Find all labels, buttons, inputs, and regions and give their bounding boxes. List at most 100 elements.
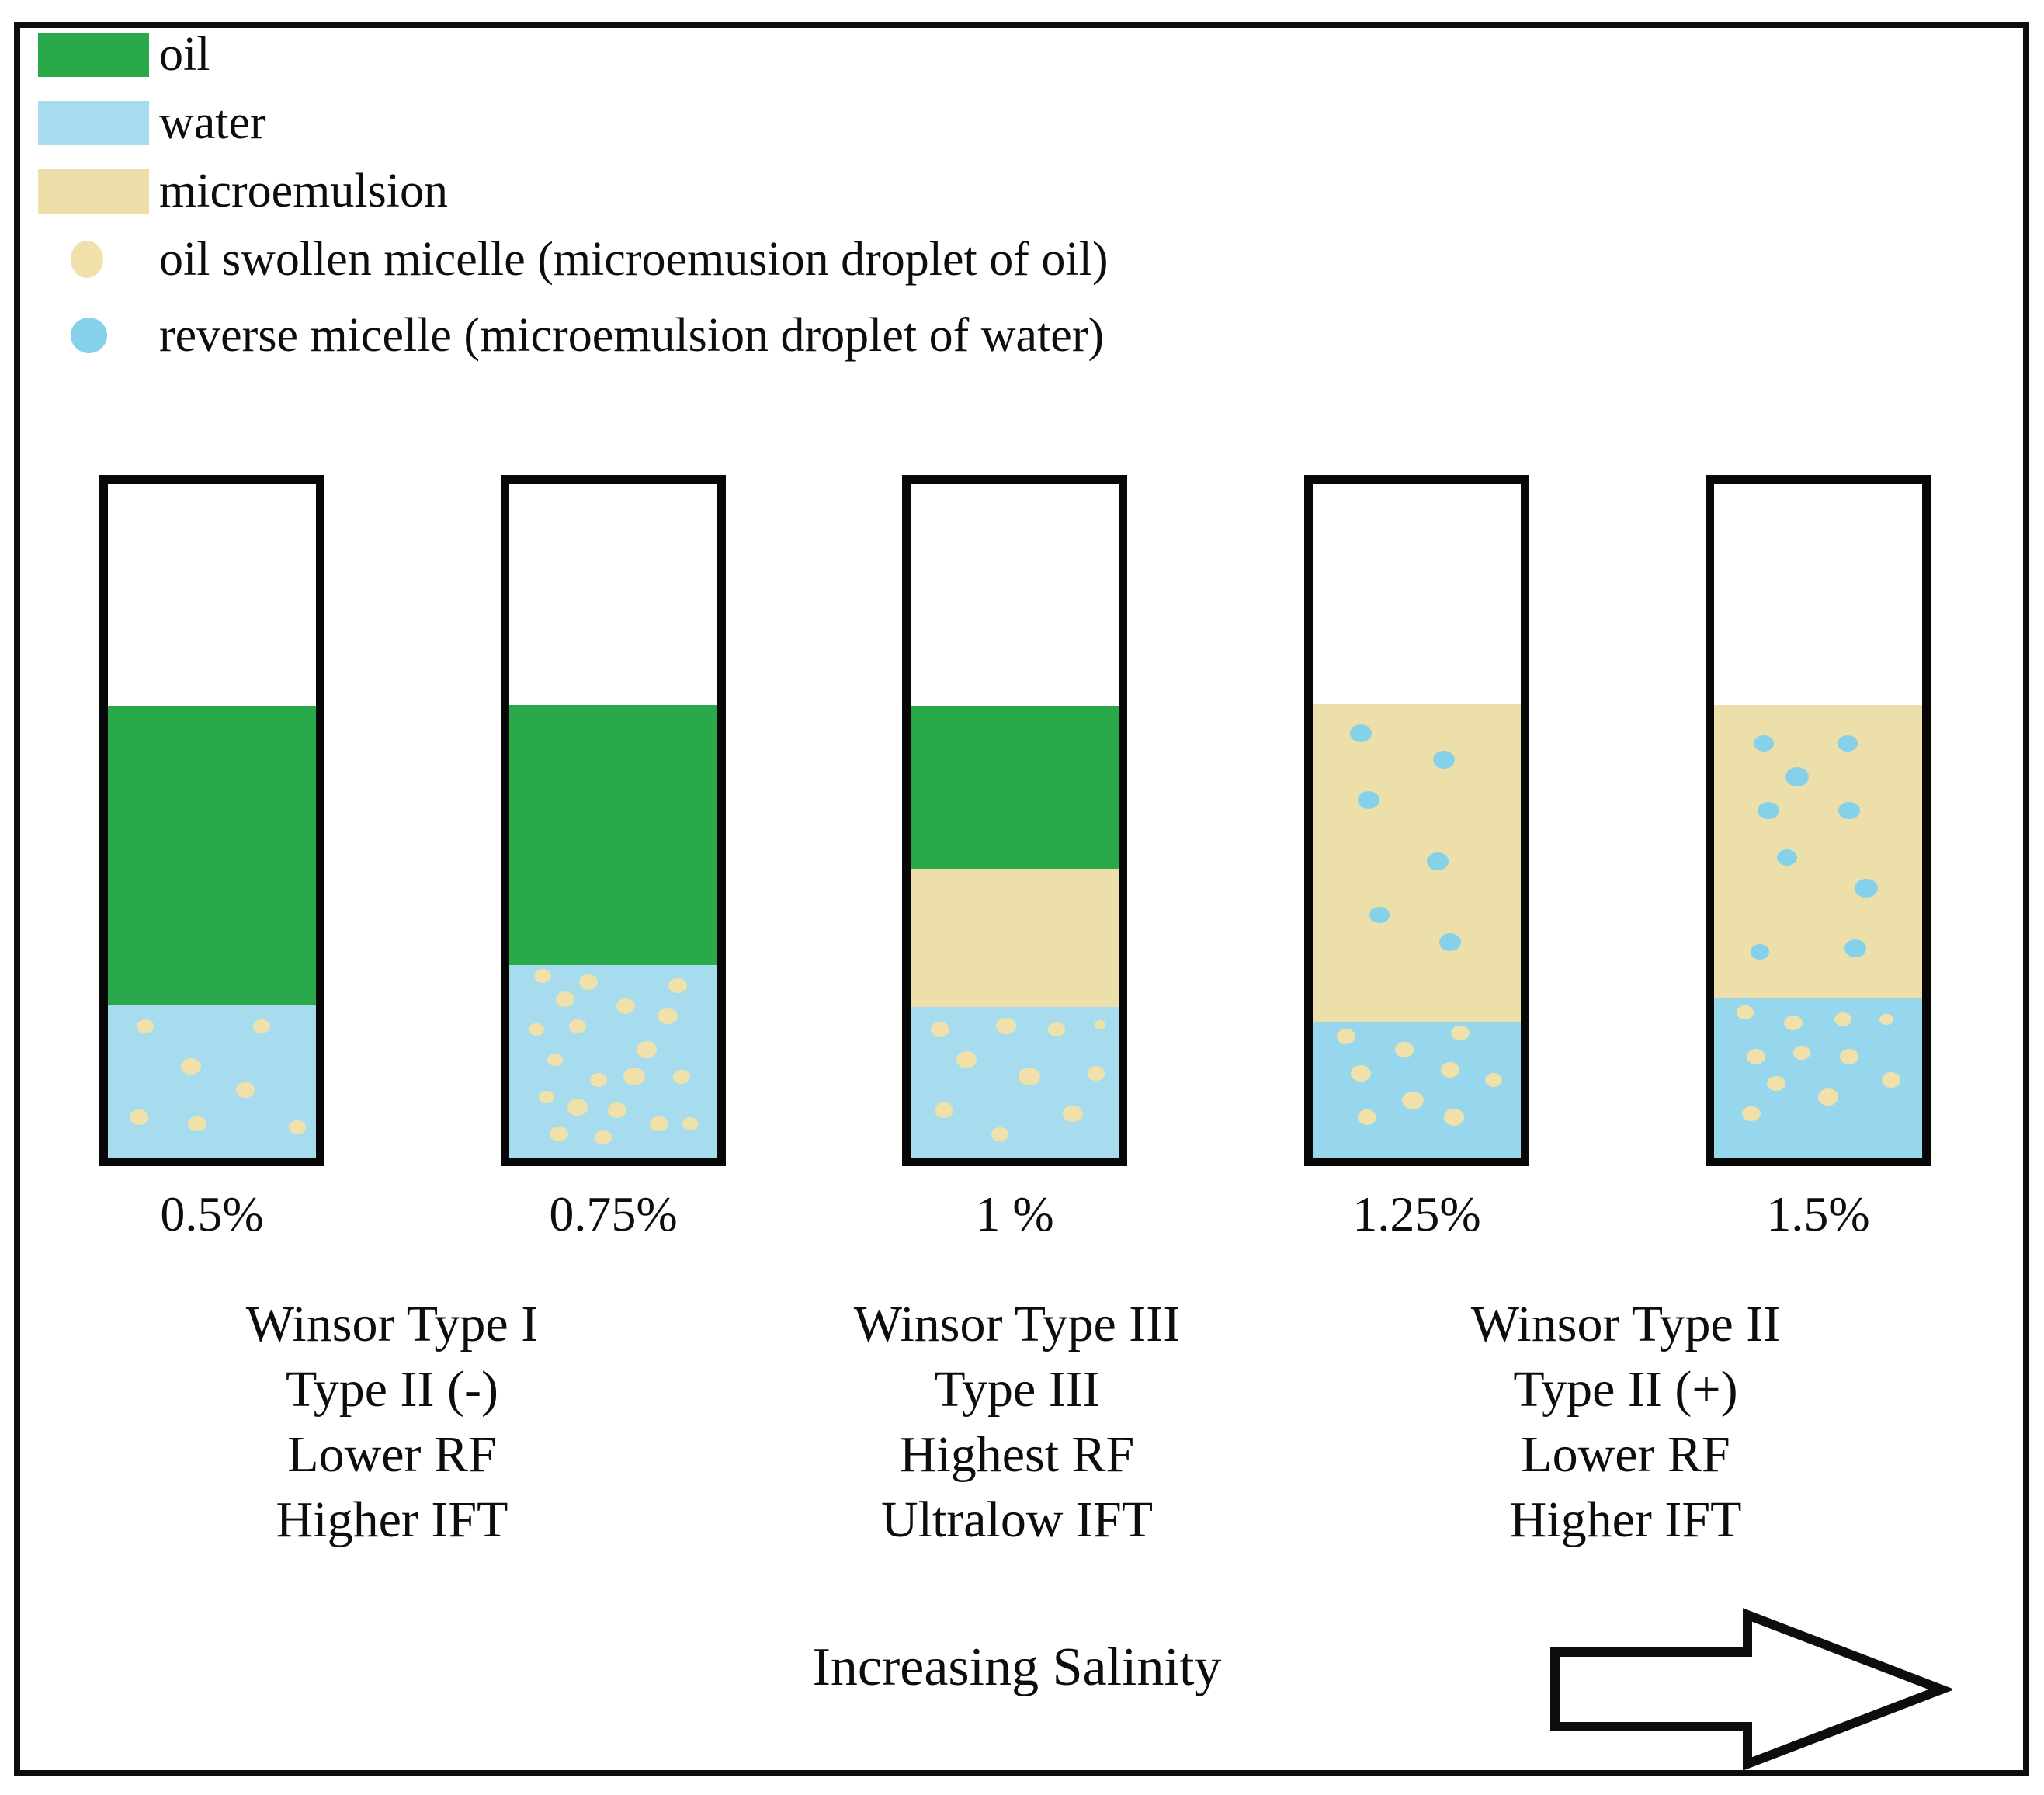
legend-marker-box xyxy=(38,100,159,145)
legend-swatch-oil xyxy=(38,32,149,77)
legend-item: water xyxy=(38,98,266,148)
oil-swollen-micelle-dot xyxy=(578,974,598,991)
winsor-annotation-line: Lower RF xyxy=(1521,1426,1730,1483)
reverse-micelle-dot xyxy=(1438,932,1461,951)
oil-swollen-micelle-dot xyxy=(1018,1068,1040,1086)
legend-marker-box xyxy=(38,168,159,214)
oil-swollen-micelle-dot xyxy=(130,1109,149,1125)
oil-swollen-micelle-dot xyxy=(528,1022,544,1036)
salinity-label: 1.5% xyxy=(1766,1186,1870,1241)
legend-swatch-microemulsion xyxy=(38,168,149,214)
reverse-micelle-dot xyxy=(1757,801,1779,820)
oil-swollen-micelle-dot xyxy=(188,1116,207,1132)
oil-swollen-micelle-dot xyxy=(616,998,636,1014)
reverse-micelle-dot xyxy=(1838,801,1861,820)
oil-swollen-micelle-dot xyxy=(1440,1062,1459,1078)
winsor-annotation-line: Winsor Type I xyxy=(245,1296,539,1352)
oil-swollen-micelle-dot xyxy=(1834,1012,1852,1027)
oil-layer xyxy=(509,704,717,965)
test-tube xyxy=(1304,475,1529,1166)
salinity-label: 0.5% xyxy=(160,1186,264,1241)
legend-item-label: oil swollen micelle (microemusion drople… xyxy=(159,233,1109,286)
winsor-annotation: Winsor Type II Type II (+) Lower RF Higher … xyxy=(1354,1292,1897,1553)
oil-swollen-micelle-dot xyxy=(668,977,688,994)
oil-swollen-micelle-dot xyxy=(556,991,575,1007)
oil-swollen-micelle-dot xyxy=(71,241,103,278)
legend-item: oil xyxy=(38,30,210,79)
oil-swollen-micelle-dot xyxy=(1485,1073,1503,1088)
test-tube xyxy=(501,475,726,1166)
reverse-micelle-dot xyxy=(1776,849,1797,866)
oil-swollen-micelle-dot xyxy=(235,1082,255,1099)
oil-swollen-micelle-dot xyxy=(1881,1072,1900,1088)
oil-swollen-micelle-dot xyxy=(547,1053,563,1067)
oil-swollen-micelle-dot xyxy=(594,1130,612,1144)
oil-swollen-micelle-dot xyxy=(1063,1105,1084,1123)
oil-swollen-micelle-dot xyxy=(1742,1106,1761,1122)
reverse-micelle-dot xyxy=(1426,852,1449,870)
reverse-micelle-dot xyxy=(1369,906,1390,924)
winsor-annotation: Winsor Type I Type II (-) Lower RF Higher I… xyxy=(120,1292,664,1553)
reverse-micelle-dot xyxy=(1854,878,1878,898)
oil-swollen-micelle-dot xyxy=(682,1117,699,1130)
figure-border xyxy=(14,22,2029,1776)
microemulsion-layer xyxy=(911,868,1119,1007)
test-tube xyxy=(1706,475,1931,1166)
oil-swollen-micelle-dot xyxy=(1767,1075,1786,1092)
oil-swollen-micelle-dot xyxy=(288,1120,306,1134)
oil-swollen-micelle-dot xyxy=(623,1068,645,1086)
legend-marker-box xyxy=(38,318,159,353)
oil-swollen-micelle-dot xyxy=(1746,1048,1765,1064)
reverse-micelle-dot xyxy=(1837,734,1858,752)
winsor-annotation-line: Ultralow IFT xyxy=(880,1491,1154,1548)
legend-marker-box xyxy=(38,241,159,278)
oil-swollen-micelle-dot xyxy=(1336,1028,1355,1044)
reverse-micelle-dot xyxy=(1754,734,1775,752)
oil-swollen-micelle-dot xyxy=(1357,1109,1376,1125)
oil-swollen-micelle-dot xyxy=(550,1126,569,1142)
salinity-label: 1.25% xyxy=(1352,1186,1481,1241)
oil-layer xyxy=(911,706,1119,869)
oil-swollen-micelle-dot xyxy=(253,1019,271,1033)
winsor-annotation-line: Higher IFT xyxy=(276,1491,508,1548)
oil-swollen-micelle-dot xyxy=(569,1019,587,1033)
oil-swollen-micelle-dot xyxy=(1879,1013,1894,1026)
oil-swollen-micelle-dot xyxy=(539,1090,555,1104)
oil-swollen-micelle-dot xyxy=(991,1127,1009,1141)
oil-swollen-micelle-dot xyxy=(590,1073,608,1088)
microemulsion-layer xyxy=(1313,703,1521,1023)
oil-swollen-micelle-dot xyxy=(1818,1088,1839,1106)
test-tube xyxy=(902,475,1127,1166)
reverse-micelle-dot xyxy=(1432,751,1455,769)
legend-item-label: oil xyxy=(159,28,210,81)
oil-layer xyxy=(108,706,316,1005)
right-block-arrow-icon xyxy=(1550,1608,1955,1771)
reverse-micelle-dot xyxy=(71,318,107,353)
legend-swatch-water xyxy=(38,100,149,145)
test-tube xyxy=(99,475,324,1166)
winsor-annotation-line: Highest RF xyxy=(899,1426,1135,1483)
oil-swollen-micelle-dot xyxy=(1737,1005,1754,1020)
legend-item: reverse micelle (microemulsion droplet o… xyxy=(38,311,1104,360)
oil-swollen-micelle-dot xyxy=(673,1069,691,1084)
winsor-annotation-line: Winsor Type II xyxy=(1470,1296,1781,1352)
winsor-annotation-line: Higher IFT xyxy=(1509,1491,1742,1548)
oil-swollen-micelle-dot xyxy=(567,1099,588,1116)
increasing-salinity-arrow xyxy=(1549,1607,1955,1776)
oil-swollen-micelle-dot xyxy=(657,1008,678,1025)
winsor-annotation: Winsor Type III Type III Highest RF Ultralo… xyxy=(745,1292,1289,1553)
oil-swollen-micelle-dot xyxy=(1451,1025,1470,1041)
reverse-micelle-dot xyxy=(1844,939,1867,958)
oil-swollen-micelle-dot xyxy=(1047,1022,1065,1037)
oil-swollen-micelle-dot xyxy=(1094,1020,1105,1029)
water-layer xyxy=(1313,1022,1521,1158)
reverse-micelle-dot xyxy=(1358,791,1380,810)
oil-swollen-micelle-dot xyxy=(956,1051,977,1068)
oil-swollen-micelle-dot xyxy=(1783,1015,1803,1031)
legend-item-label: water xyxy=(159,96,266,149)
oil-swollen-micelle-dot xyxy=(137,1019,154,1033)
oil-swollen-micelle-dot xyxy=(636,1041,657,1058)
oil-swollen-micelle-dot xyxy=(1792,1046,1810,1061)
reverse-micelle-dot xyxy=(1750,944,1769,960)
